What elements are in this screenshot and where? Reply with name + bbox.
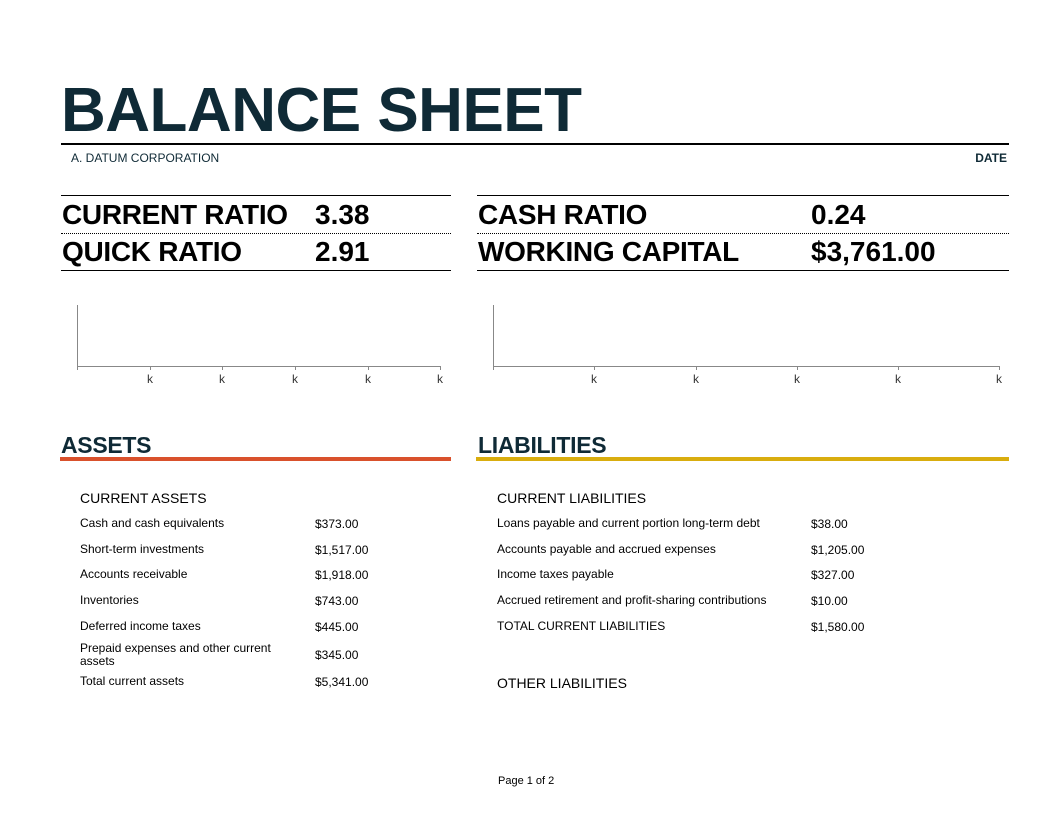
chart-tick (150, 366, 151, 370)
asset-value: $743.00 (315, 594, 359, 608)
asset-label: Short-term investments (80, 542, 205, 556)
assets-chart: k k k k k (77, 305, 443, 390)
ratio-value: 2.91 (315, 236, 370, 267)
date-label: DATE (975, 151, 1007, 165)
liability-label: Income taxes payable (497, 567, 614, 581)
liability-label: TOTAL CURRENT LIABILITIES (497, 619, 666, 633)
ratio-current: CURRENT RATIO 3.38 (61, 196, 451, 233)
liability-label: Accrued retirement and profit-sharing co… (497, 593, 767, 607)
company-name: A. DATUM CORPORATION (71, 151, 220, 165)
chart-y-axis (77, 305, 78, 367)
liability-value: $1,205.00 (811, 543, 865, 557)
chart-tick (77, 366, 78, 370)
liabilities-accent-bar (476, 457, 1009, 461)
chart-tick (440, 366, 441, 370)
chart-tick (295, 366, 296, 370)
chart-tick-label: k (437, 372, 443, 386)
asset-label: Total current assets (80, 674, 185, 688)
chart-tick-label: k (794, 372, 800, 386)
asset-label: Cash and cash equivalents (80, 516, 225, 530)
ratio-label: QUICK RATIO (62, 236, 242, 267)
chart-tick-label: k (996, 372, 1002, 386)
assets-heading: ASSETS (61, 432, 152, 458)
asset-value: $1,517.00 (315, 543, 369, 557)
assets-accent-bar (60, 457, 451, 461)
ratio-working-capital: WORKING CAPITAL $3,761.00 (477, 233, 1009, 270)
chart-tick-label: k (147, 372, 153, 386)
ratio-value: 3.38 (315, 198, 370, 230)
chart-tick (898, 366, 899, 370)
chart-tick-label: k (292, 372, 298, 386)
liability-label: Loans payable and current portion long-t… (497, 516, 760, 530)
title-divider (61, 143, 1009, 145)
chart-tick (493, 366, 494, 370)
ratio-quick: QUICK RATIO 2.91 (61, 233, 451, 270)
chart-x-axis (77, 366, 441, 367)
asset-value: $373.00 (315, 517, 359, 531)
asset-label: Deferred income taxes (80, 619, 201, 633)
chart-y-axis (493, 305, 494, 367)
chart-tick (999, 366, 1000, 370)
asset-value: $5,341.00 (315, 675, 369, 689)
chart-x-axis (493, 366, 1000, 367)
ratio-box-left: CURRENT RATIO 3.38 QUICK RATIO 2.91 (61, 195, 451, 271)
asset-label: Accounts receivable (80, 567, 188, 581)
page-title: BALANCE SHEET (61, 76, 582, 145)
chart-tick-label: k (895, 372, 901, 386)
ratio-label: CASH RATIO (478, 198, 648, 230)
ratio-value: $3,761.00 (811, 236, 936, 267)
chart-tick (797, 366, 798, 370)
liability-value: $1,580.00 (811, 620, 865, 634)
chart-tick-label: k (365, 372, 371, 386)
chart-tick (594, 366, 595, 370)
asset-value: $345.00 (315, 648, 359, 662)
chart-tick (368, 366, 369, 370)
liability-label: Accounts payable and accrued expenses (497, 542, 716, 556)
ratio-value: 0.24 (811, 198, 866, 230)
liabilities-heading: LIABILITIES (478, 432, 607, 458)
chart-tick-label: k (693, 372, 699, 386)
chart-tick-label: k (591, 372, 597, 386)
liability-value: $10.00 (811, 594, 848, 608)
ratio-label: CURRENT RATIO (62, 198, 288, 230)
asset-value: $445.00 (315, 620, 359, 634)
chart-tick (696, 366, 697, 370)
chart-tick (222, 366, 223, 370)
current-liabilities-heading: CURRENT LIABILITIES (497, 490, 647, 506)
chart-tick-label: k (219, 372, 225, 386)
asset-value: $1,918.00 (315, 568, 369, 582)
asset-label: Inventories (80, 593, 139, 607)
page-number: Page 1 of 2 (498, 775, 555, 787)
asset-label: Prepaid expenses and other current asset… (80, 641, 271, 668)
other-liabilities-heading: OTHER LIABILITIES (497, 675, 627, 691)
ratio-box-right: CASH RATIO 0.24 WORKING CAPITAL $3,761.0… (477, 195, 1009, 271)
ratio-label: WORKING CAPITAL (478, 236, 739, 267)
liabilities-chart: k k k k k (493, 305, 1003, 390)
current-assets-heading: CURRENT ASSETS (80, 490, 207, 506)
ratio-cash: CASH RATIO 0.24 (477, 196, 1009, 233)
liability-value: $38.00 (811, 517, 848, 531)
liability-value: $327.00 (811, 568, 855, 582)
